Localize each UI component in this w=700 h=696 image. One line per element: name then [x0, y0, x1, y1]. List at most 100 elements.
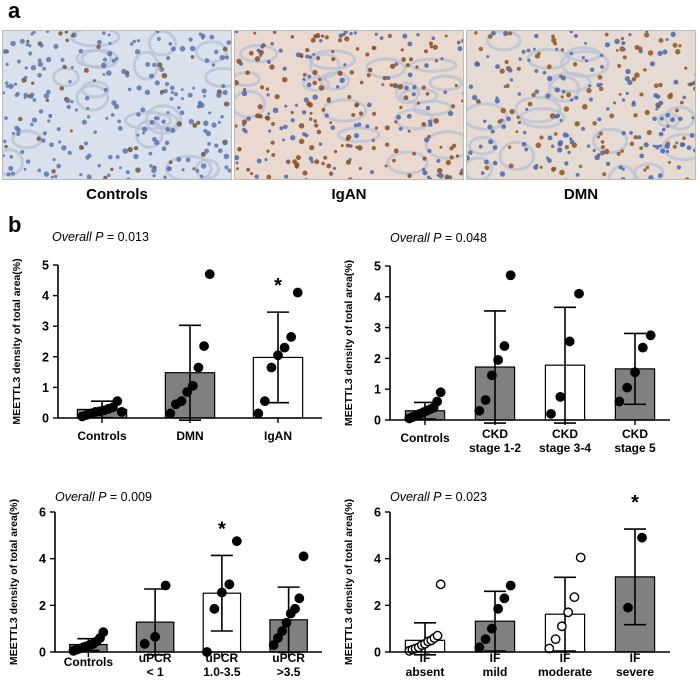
nucleus [266, 93, 270, 97]
stained-nucleus [616, 151, 621, 156]
nucleus [618, 165, 623, 170]
stained-nucleus [603, 148, 610, 155]
data-point [493, 603, 504, 614]
stained-nucleus [103, 175, 108, 179]
nucleus [330, 125, 336, 131]
nucleus [223, 153, 230, 160]
nucleus [545, 93, 551, 99]
nucleus [343, 63, 347, 67]
nucleus [427, 148, 432, 153]
nucleus [335, 85, 340, 89]
x-tick-label: Controls [64, 655, 114, 669]
stained-nucleus [245, 70, 250, 76]
stained-nucleus [667, 93, 673, 100]
data-point [499, 593, 510, 604]
data-point [637, 342, 648, 353]
stained-nucleus [454, 83, 458, 88]
nucleus [166, 110, 170, 115]
nucleus [204, 58, 210, 63]
nucleus [348, 158, 352, 162]
data-point [432, 396, 443, 407]
data-point [505, 270, 516, 281]
stained-nucleus [672, 42, 678, 48]
stained-nucleus [110, 167, 114, 172]
stained-nucleus [449, 146, 454, 151]
nucleus [270, 41, 275, 46]
nucleus [652, 116, 657, 122]
stained-nucleus [331, 57, 336, 62]
nucleus [58, 140, 62, 144]
data-point [116, 406, 127, 417]
nucleus [31, 117, 38, 123]
stained-nucleus [367, 67, 373, 73]
data-point [165, 408, 176, 419]
y-axis-label: MEETTL3 density of total area(%) [343, 260, 355, 426]
micrograph-label-igan: IgAN [331, 186, 367, 203]
stained-nucleus [321, 107, 326, 112]
stained-nucleus [358, 111, 364, 116]
nucleus [142, 131, 146, 135]
stained-nucleus [436, 167, 443, 174]
nucleus [424, 63, 429, 68]
stained-nucleus [508, 31, 513, 36]
stained-nucleus [168, 160, 173, 165]
stained-nucleus [384, 164, 388, 168]
stained-nucleus [429, 44, 434, 49]
nucleus [457, 40, 461, 44]
nucleus [645, 31, 649, 33]
stained-nucleus [643, 68, 647, 72]
nucleus [491, 31, 496, 36]
stained-nucleus [253, 31, 257, 35]
x-tick-label-line: < 1 [147, 665, 164, 679]
nucleus [204, 148, 210, 154]
x-tick-label-line: Controls [77, 429, 127, 443]
x-tick-label-line: 1.0-3.5 [203, 665, 241, 679]
nucleus [83, 141, 89, 146]
nucleus [156, 37, 161, 41]
nucleus [37, 58, 42, 63]
stained-nucleus [45, 98, 50, 103]
nucleus [562, 132, 569, 138]
nucleus [662, 49, 668, 55]
stained-nucleus [257, 104, 263, 110]
stained-nucleus [260, 85, 265, 90]
stained-nucleus [135, 167, 141, 173]
nucleus [74, 108, 79, 112]
nucleus [37, 168, 42, 173]
nucleus [509, 78, 514, 82]
stained-nucleus [679, 100, 684, 105]
y-tick-label: 6 [39, 506, 46, 520]
nucleus [682, 95, 687, 100]
stained-nucleus [235, 124, 238, 128]
tubule [409, 57, 458, 73]
stained-nucleus [271, 153, 276, 157]
stained-nucleus [475, 99, 481, 104]
nucleus [658, 100, 664, 106]
nucleus [56, 127, 61, 132]
nucleus [483, 159, 489, 165]
nucleus [161, 146, 167, 152]
nucleus [179, 110, 185, 116]
nucleus [624, 76, 630, 82]
nucleus [492, 145, 498, 150]
nucleus [476, 62, 481, 67]
stained-nucleus [405, 63, 411, 68]
nucleus [37, 72, 42, 78]
nucleus [122, 148, 129, 154]
nucleus [61, 145, 67, 151]
stained-nucleus [572, 62, 578, 67]
stained-nucleus [620, 149, 624, 153]
nucleus [524, 147, 529, 152]
stained-nucleus [265, 87, 270, 91]
stained-nucleus [478, 46, 484, 52]
data-point [550, 634, 561, 645]
data-point [645, 330, 656, 341]
nucleus [569, 137, 573, 141]
stained-nucleus [656, 104, 661, 109]
tubule [80, 80, 110, 99]
stained-nucleus [653, 83, 659, 89]
x-tick-label: Controls [77, 429, 127, 443]
x-tick-label-line: CKD [622, 427, 648, 441]
data-point [505, 580, 516, 591]
y-tick-label: 4 [374, 552, 381, 566]
